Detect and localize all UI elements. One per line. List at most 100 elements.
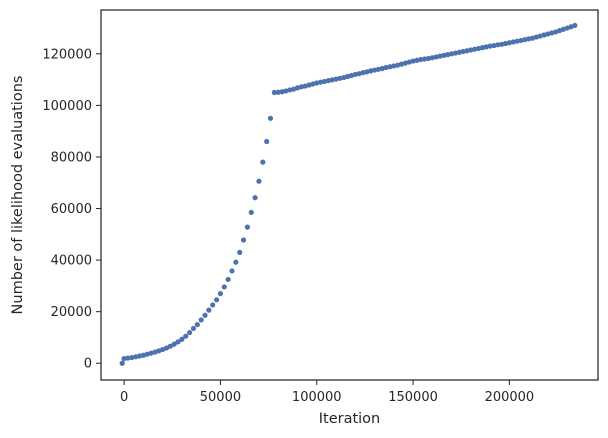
data-point: [452, 50, 459, 56]
data-point: [179, 336, 185, 342]
x-axis-label: Iteration: [319, 411, 381, 427]
data-point: [264, 138, 270, 145]
y-tick-label: 120000: [42, 47, 92, 62]
data-point: [183, 333, 189, 339]
data-point: [318, 79, 324, 85]
data-point: [163, 345, 170, 351]
data-point: [175, 339, 181, 345]
data-point: [456, 49, 462, 55]
data-point: [418, 56, 424, 63]
y-tick-label: 80000: [51, 150, 92, 165]
data-point: [171, 341, 177, 347]
y-axis-label: Number of likelihood evaluations: [10, 76, 26, 315]
data-point: [445, 52, 451, 58]
data-point: [233, 259, 239, 265]
data-point: [229, 268, 235, 274]
data-point: [287, 87, 293, 93]
data-point: [472, 46, 478, 52]
data-point: [187, 329, 193, 336]
data-point: [129, 354, 135, 361]
data-point: [448, 51, 455, 57]
y-tick-label: 40000: [51, 254, 92, 269]
data-point: [256, 178, 262, 184]
data-point: [502, 40, 509, 47]
data-point: [125, 355, 131, 361]
data-point: [464, 48, 470, 54]
data-point: [495, 42, 501, 48]
data-point: [210, 302, 216, 308]
x-tick-label: 150000: [388, 390, 438, 405]
data-point: [352, 71, 358, 78]
data-point: [194, 321, 200, 328]
data-point: [337, 75, 343, 81]
data-point: [198, 317, 204, 323]
data-point: [422, 56, 428, 62]
data-point: [387, 64, 393, 70]
data-point: [206, 307, 212, 313]
data-point: [121, 355, 127, 362]
data-point: [202, 312, 208, 318]
data-point: [240, 237, 247, 243]
data-point: [475, 45, 482, 52]
x-axis-ticks: 0 50000 100000 150000 200000: [120, 380, 534, 405]
data-point: [321, 78, 328, 85]
data-point: [333, 76, 339, 82]
data-point: [248, 209, 254, 216]
data-point: [410, 58, 416, 64]
y-tick-label: 20000: [51, 305, 92, 320]
data-point: [368, 68, 374, 74]
data-point: [506, 40, 512, 46]
data-point: [526, 36, 532, 42]
x-tick-label: 50000: [200, 390, 241, 405]
data-point: [237, 249, 243, 255]
data-point: [433, 54, 439, 60]
data-point: [325, 78, 331, 84]
data-point: [314, 80, 320, 86]
data-point: [167, 343, 173, 349]
data-point: [375, 66, 381, 72]
x-tick-label: 0: [120, 390, 128, 405]
data-point: [119, 360, 125, 366]
data-point: [298, 84, 304, 90]
y-tick-label: 100000: [42, 99, 92, 114]
data-point: [360, 70, 366, 76]
data-point: [133, 354, 139, 360]
data-point: [213, 297, 220, 303]
data-point: [225, 276, 231, 283]
data-point: [391, 63, 397, 69]
x-tick-label: 200000: [485, 390, 535, 405]
data-point: [514, 38, 520, 44]
data-point: [371, 67, 378, 73]
data-point: [279, 89, 285, 95]
data-point: [190, 325, 197, 332]
data-point: [572, 22, 578, 29]
data-point: [499, 41, 505, 47]
data-point: [460, 48, 466, 55]
data-point: [491, 42, 497, 49]
data-point: [483, 44, 489, 50]
data-point: [487, 43, 493, 49]
data-point: [518, 37, 524, 44]
data-point: [244, 224, 251, 230]
data-point: [221, 284, 227, 290]
data-point: [429, 55, 435, 61]
data-point: [479, 45, 486, 51]
data-point: [522, 37, 528, 43]
data-point: [437, 53, 443, 59]
data-point: [260, 159, 266, 165]
plot-frame: [100, 9, 599, 381]
data-point: [136, 353, 143, 359]
y-axis-ticks: 0 20000 40000 60000 80000 100000 120000: [42, 47, 101, 372]
data-point: [329, 77, 335, 83]
data-point: [271, 89, 277, 96]
data-point: [383, 64, 389, 71]
data-point: [252, 195, 258, 201]
data-point: [414, 57, 420, 63]
data-point: [510, 39, 516, 45]
data-point: [468, 47, 474, 53]
data-point: [217, 291, 224, 297]
y-tick-label: 60000: [51, 202, 92, 217]
data-point: [441, 52, 447, 58]
data-points: [119, 22, 578, 366]
